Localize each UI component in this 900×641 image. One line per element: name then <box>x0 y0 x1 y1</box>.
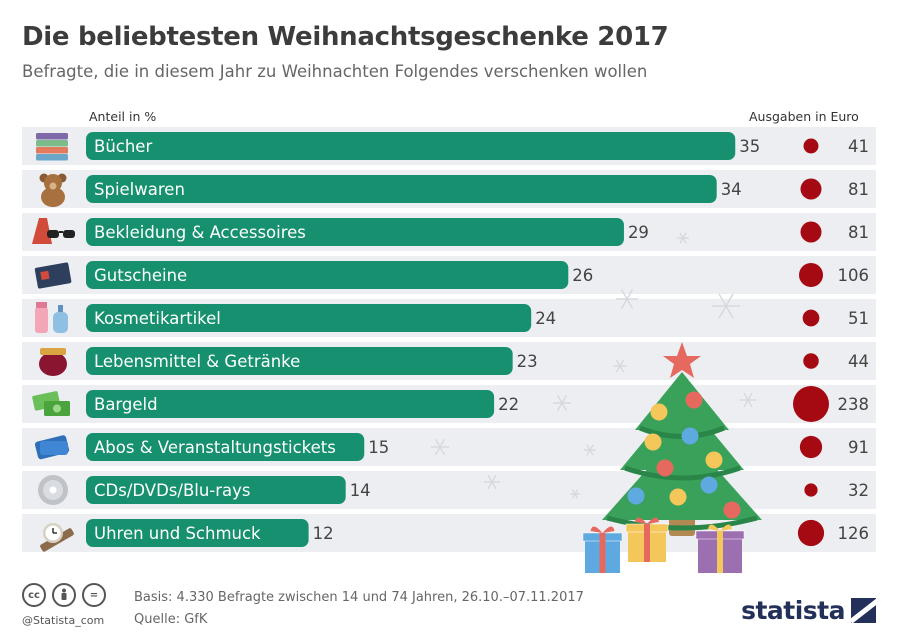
cc-icon: cc <box>22 583 46 607</box>
logo-mark-icon <box>851 598 876 623</box>
category-label: Lebensmittel & Getränke <box>94 352 300 371</box>
x-axis-label: Anteil in % <box>89 109 157 124</box>
value-label: 14 <box>350 481 371 500</box>
snowflake-icon <box>712 293 740 319</box>
christmas-tree-icon <box>602 342 762 536</box>
bar <box>86 433 365 461</box>
spending-bubble <box>803 138 819 154</box>
snowflake-icon <box>613 359 627 373</box>
snowflake-icon <box>431 438 449 456</box>
spending-label: 81 <box>848 223 869 242</box>
bar <box>86 476 346 504</box>
snowflake-icon <box>570 489 580 499</box>
nd-icon: = <box>82 583 106 607</box>
category-label: Abos & Veranstaltungstickets <box>94 438 336 457</box>
spending-label: 32 <box>848 481 869 500</box>
value-label: 15 <box>368 438 389 457</box>
spending-bubble <box>798 262 824 288</box>
bar <box>86 175 717 203</box>
snowflake-icon <box>616 289 638 309</box>
teddy-bear-icon <box>39 173 67 207</box>
spending-label: 51 <box>848 309 869 328</box>
spending-bubble <box>797 519 825 547</box>
spending-label: 81 <box>848 180 869 199</box>
snowflake-icon <box>484 474 500 490</box>
cash-icon <box>32 391 70 416</box>
dress-sunglasses-icon <box>32 218 75 244</box>
category-label: Spielwaren <box>94 180 185 199</box>
cosmetics-icon <box>35 302 68 333</box>
spending-bubble <box>802 309 820 327</box>
spending-label: 44 <box>848 352 869 371</box>
bar <box>86 390 495 418</box>
spending-bubble <box>800 178 822 200</box>
disc-icon <box>38 475 68 505</box>
spending-label: 238 <box>838 395 870 414</box>
twitter-handle: @Statista_com <box>22 614 105 627</box>
gift-boxes-icon <box>582 517 745 573</box>
value-label: 35 <box>739 137 760 156</box>
bar <box>86 304 532 332</box>
books-icon <box>36 133 68 161</box>
value-label: 26 <box>572 266 593 285</box>
value-label: 34 <box>721 180 742 199</box>
spending-column-label: Ausgaben in Euro <box>749 109 859 124</box>
category-label: Bargeld <box>94 395 158 414</box>
bar <box>86 519 309 547</box>
by-icon <box>52 583 76 607</box>
category-label: Gutscheine <box>94 266 187 285</box>
snowflake-icon <box>677 232 689 244</box>
value-label: 12 <box>313 524 334 543</box>
spending-bubble <box>793 386 829 422</box>
chart-title: Die beliebtesten Weihnachtsgeschenke 201… <box>22 22 669 52</box>
logo-text: statista <box>741 596 845 625</box>
spending-label: 126 <box>838 524 870 543</box>
chart-subtitle: Befragte, die in diesem Jahr zu Weihnach… <box>22 62 648 81</box>
snowflake-icon <box>553 394 571 412</box>
bar <box>86 261 569 289</box>
statista-logo: statista <box>741 596 876 625</box>
value-label: 24 <box>535 309 556 328</box>
spending-bubble <box>799 435 823 459</box>
spending-bubble <box>800 221 822 243</box>
bar <box>86 218 624 246</box>
license-icons: cc = <box>22 583 106 607</box>
bar <box>86 132 736 160</box>
food-jar-icon <box>39 348 67 376</box>
spending-label: 106 <box>838 266 870 285</box>
bar <box>86 347 513 375</box>
snowflake-icon <box>740 392 756 408</box>
source-note: Quelle: GfK <box>134 612 208 627</box>
gift-card-icon <box>34 262 72 289</box>
category-label: CDs/DVDs/Blu-rays <box>94 481 251 500</box>
snowflake-icon <box>584 444 596 456</box>
basis-note: Basis: 4.330 Befragte zwischen 14 und 74… <box>134 590 584 605</box>
category-label: Kosmetikartikel <box>94 309 221 328</box>
value-label: 29 <box>628 223 649 242</box>
value-label: 23 <box>517 352 538 371</box>
category-label: Bekleidung & Accessoires <box>94 223 306 242</box>
category-label: Bücher <box>94 137 152 156</box>
spending-bubble <box>803 353 819 369</box>
spending-label: 41 <box>848 137 869 156</box>
value-label: 22 <box>498 395 519 414</box>
spending-label: 91 <box>848 438 869 457</box>
category-label: Uhren und Schmuck <box>94 524 261 543</box>
spending-bubble <box>804 483 818 497</box>
tickets-icon <box>34 435 70 460</box>
watch-icon <box>40 523 74 552</box>
